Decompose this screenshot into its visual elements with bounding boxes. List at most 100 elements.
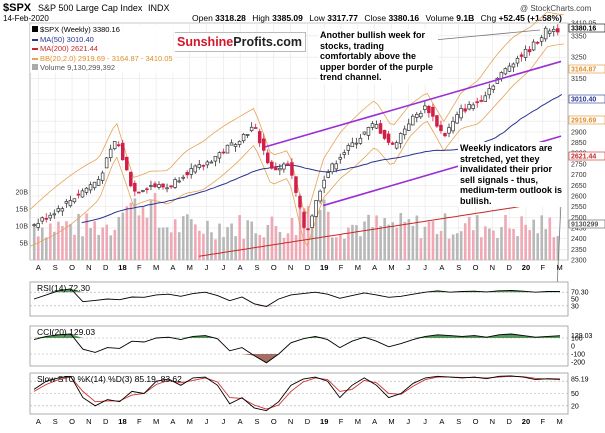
candle [270, 159, 274, 170]
volume-bar [480, 237, 483, 260]
candle [402, 125, 407, 140]
candle [108, 144, 113, 162]
candle [330, 162, 334, 175]
candle-body [237, 141, 242, 145]
candle-body [435, 115, 439, 127]
candle-body [274, 167, 278, 171]
time-axis: A S O N D 18 F M A M J J A S O N D 19 F M A M J J A S O N D 20 F M [36, 263, 563, 272]
price-tick-label: 2400 [571, 236, 587, 243]
candle-body [270, 161, 274, 169]
candle-body [157, 184, 161, 188]
volume-bar [471, 230, 475, 260]
legend-item-ma50: MA(50) 3010.40 [32, 35, 173, 45]
candle-body [245, 134, 250, 136]
volume-bar [157, 227, 161, 260]
candle [165, 183, 169, 193]
volume-bar [258, 234, 262, 260]
volume-bar [355, 225, 358, 260]
volume-bar [97, 234, 100, 260]
volume-bar [524, 224, 527, 260]
candle-body [543, 27, 548, 40]
candle-body [225, 144, 230, 154]
candle [503, 67, 508, 76]
volume-bar [202, 233, 205, 260]
time-tick-label: 19 [320, 417, 328, 426]
candle [507, 62, 512, 73]
candle [189, 163, 193, 179]
candle [145, 187, 149, 194]
candle-body [318, 190, 322, 202]
price-tick-label: 2600 [571, 193, 587, 200]
candle [48, 212, 53, 222]
sto-label: Slow STO %K(14) %D(3) 85.19, 83.62 [37, 374, 182, 384]
candle [338, 153, 343, 164]
volume-bar [548, 217, 552, 260]
candle [257, 128, 262, 148]
candle-body [354, 142, 359, 145]
volume-bar [101, 227, 105, 260]
volume-bar [149, 200, 153, 260]
volume-value: 9.1B [456, 13, 474, 23]
candle-body [104, 157, 109, 169]
time-tick-label: J [221, 263, 225, 272]
value-label-box [568, 219, 605, 229]
value-label: 3164.87 [571, 67, 596, 74]
candle [519, 52, 524, 62]
candle [185, 170, 189, 179]
candle [68, 195, 73, 208]
candle-body [398, 133, 403, 144]
volume-bar [516, 236, 519, 260]
sto-panel: 85.19 50 20 [29, 372, 589, 415]
candle [149, 180, 153, 191]
chg-label: Chg [481, 13, 497, 23]
volume-bar [210, 232, 213, 260]
panel-plot-area [29, 281, 569, 317]
value-label: 2621.44 [571, 154, 596, 161]
cci-label: CCI(20) 129.03 [37, 327, 95, 337]
volume-bar [504, 214, 507, 260]
candle [104, 156, 109, 169]
candle-body [455, 114, 459, 124]
volume-bar [234, 236, 237, 260]
candle-body [116, 144, 121, 147]
candle [32, 223, 36, 227]
time-tick-label: N [86, 417, 91, 426]
volume-bar [512, 228, 515, 260]
candle-body [241, 134, 246, 142]
candle-body [419, 113, 423, 118]
volume-bar [536, 233, 540, 260]
volume-bar [40, 227, 44, 260]
symbol-label: $SPX [3, 2, 32, 14]
volume-bar [194, 224, 197, 260]
candle [358, 134, 363, 145]
candle-body [483, 95, 488, 102]
candle [181, 174, 185, 181]
time-tick-label: 18 [118, 263, 126, 272]
candle-body [386, 133, 391, 143]
candle [310, 214, 314, 229]
volume-bar [246, 220, 250, 260]
candle-body [479, 100, 483, 102]
candle-body [390, 142, 395, 145]
time-tick-label: S [254, 417, 259, 426]
close-label: Close [364, 13, 386, 23]
candle-body [547, 30, 552, 34]
candle-body [173, 179, 177, 188]
candle-body [322, 179, 326, 189]
volume-bar [77, 213, 80, 260]
volume-bar [455, 233, 459, 260]
volume-bar [218, 223, 221, 260]
time-tick-label: S [456, 263, 461, 272]
candle [350, 137, 355, 148]
volume-bar [532, 219, 535, 260]
candle-body [362, 131, 367, 135]
price-tick-label: 3150 [571, 76, 587, 83]
volume-bar [250, 221, 254, 260]
panel-tick-label: 0 [571, 344, 575, 351]
candle [88, 181, 93, 194]
time-tick-label: D [506, 263, 512, 272]
candle-body [125, 156, 129, 171]
time-tick-label: J [406, 263, 410, 272]
volume-bar [391, 222, 395, 260]
candle [527, 45, 532, 56]
